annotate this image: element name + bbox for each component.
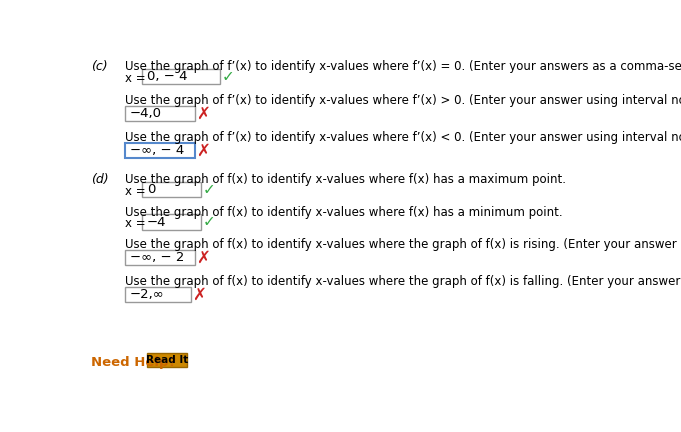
Text: ✓: ✓ bbox=[203, 182, 215, 197]
Text: Use the graph of f(x) to identify x-values where f(x) has a minimum point.: Use the graph of f(x) to identify x-valu… bbox=[125, 206, 563, 219]
Text: 0, − 4: 0, − 4 bbox=[147, 70, 188, 83]
Text: (c): (c) bbox=[91, 60, 108, 73]
FancyBboxPatch shape bbox=[125, 250, 195, 265]
Text: Use the graph of f(x) to identify x-values where the graph of f(x) is falling. (: Use the graph of f(x) to identify x-valu… bbox=[125, 275, 681, 288]
Text: Use the graph of f(x) to identify x-values where the graph of f(x) is rising. (E: Use the graph of f(x) to identify x-valu… bbox=[125, 238, 681, 251]
FancyBboxPatch shape bbox=[142, 214, 201, 230]
FancyBboxPatch shape bbox=[142, 182, 201, 197]
Text: −4,0: −4,0 bbox=[130, 107, 162, 120]
Text: x =: x = bbox=[125, 72, 150, 85]
Text: −4: −4 bbox=[147, 216, 167, 229]
FancyBboxPatch shape bbox=[125, 287, 191, 302]
Text: ✗: ✗ bbox=[192, 286, 206, 303]
FancyBboxPatch shape bbox=[125, 106, 195, 121]
Text: ✓: ✓ bbox=[203, 215, 215, 229]
FancyBboxPatch shape bbox=[147, 353, 187, 367]
Text: Use the graph of f’(x) to identify x-values where f’(x) > 0. (Enter your answer : Use the graph of f’(x) to identify x-val… bbox=[125, 94, 681, 107]
FancyBboxPatch shape bbox=[142, 69, 220, 84]
Text: −∞, − 4: −∞, − 4 bbox=[130, 144, 185, 157]
Text: −∞, − 2: −∞, − 2 bbox=[130, 251, 185, 264]
Text: Read It: Read It bbox=[146, 355, 189, 365]
Text: (d): (d) bbox=[91, 174, 109, 187]
Text: ✗: ✗ bbox=[196, 105, 210, 122]
FancyBboxPatch shape bbox=[125, 143, 195, 158]
Text: Use the graph of f’(x) to identify x-values where f’(x) < 0. (Enter your answer : Use the graph of f’(x) to identify x-val… bbox=[125, 131, 681, 144]
Text: x =: x = bbox=[125, 185, 150, 198]
Text: x =: x = bbox=[125, 217, 150, 230]
Text: 0: 0 bbox=[147, 183, 155, 196]
Text: Need Help?: Need Help? bbox=[91, 356, 176, 369]
Text: ✗: ✗ bbox=[196, 141, 210, 159]
Text: Use the graph of f’(x) to identify x-values where f’(x) = 0. (Enter your answers: Use the graph of f’(x) to identify x-val… bbox=[125, 60, 681, 73]
Text: Use the graph of f(x) to identify x-values where f(x) has a maximum point.: Use the graph of f(x) to identify x-valu… bbox=[125, 174, 567, 187]
Text: ✓: ✓ bbox=[222, 69, 235, 84]
Text: −2,∞: −2,∞ bbox=[130, 288, 165, 301]
Text: ✗: ✗ bbox=[196, 248, 210, 267]
